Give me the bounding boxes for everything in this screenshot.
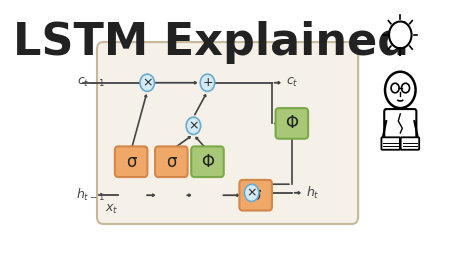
- Text: $h_{t-1}$: $h_{t-1}$: [76, 187, 105, 203]
- Text: Φ: Φ: [201, 153, 214, 171]
- FancyBboxPatch shape: [115, 146, 147, 177]
- Text: σ: σ: [126, 153, 137, 171]
- Text: $h_t$: $h_t$: [306, 185, 319, 201]
- Circle shape: [245, 184, 259, 201]
- FancyBboxPatch shape: [191, 146, 224, 177]
- Circle shape: [200, 74, 215, 91]
- Circle shape: [389, 22, 411, 48]
- FancyBboxPatch shape: [97, 42, 358, 224]
- Text: ×: ×: [142, 76, 153, 89]
- Circle shape: [186, 117, 201, 134]
- Circle shape: [140, 74, 155, 91]
- FancyBboxPatch shape: [239, 180, 272, 210]
- Text: +: +: [202, 76, 213, 89]
- FancyBboxPatch shape: [382, 137, 400, 150]
- FancyBboxPatch shape: [155, 146, 188, 177]
- Text: LSTM Explained: LSTM Explained: [13, 20, 410, 64]
- Circle shape: [401, 83, 410, 93]
- Text: ×: ×: [246, 186, 257, 199]
- Text: σ: σ: [166, 153, 176, 171]
- Text: σ: σ: [250, 186, 261, 204]
- FancyBboxPatch shape: [275, 108, 308, 139]
- Circle shape: [391, 83, 399, 93]
- Text: $c_{t-1}$: $c_{t-1}$: [77, 76, 105, 89]
- Text: $x_t$: $x_t$: [105, 203, 118, 216]
- Text: Φ: Φ: [285, 114, 298, 132]
- Text: $c_t$: $c_t$: [286, 76, 298, 89]
- Text: ×: ×: [188, 119, 199, 132]
- FancyBboxPatch shape: [384, 109, 416, 143]
- FancyBboxPatch shape: [401, 137, 419, 150]
- Circle shape: [385, 72, 416, 108]
